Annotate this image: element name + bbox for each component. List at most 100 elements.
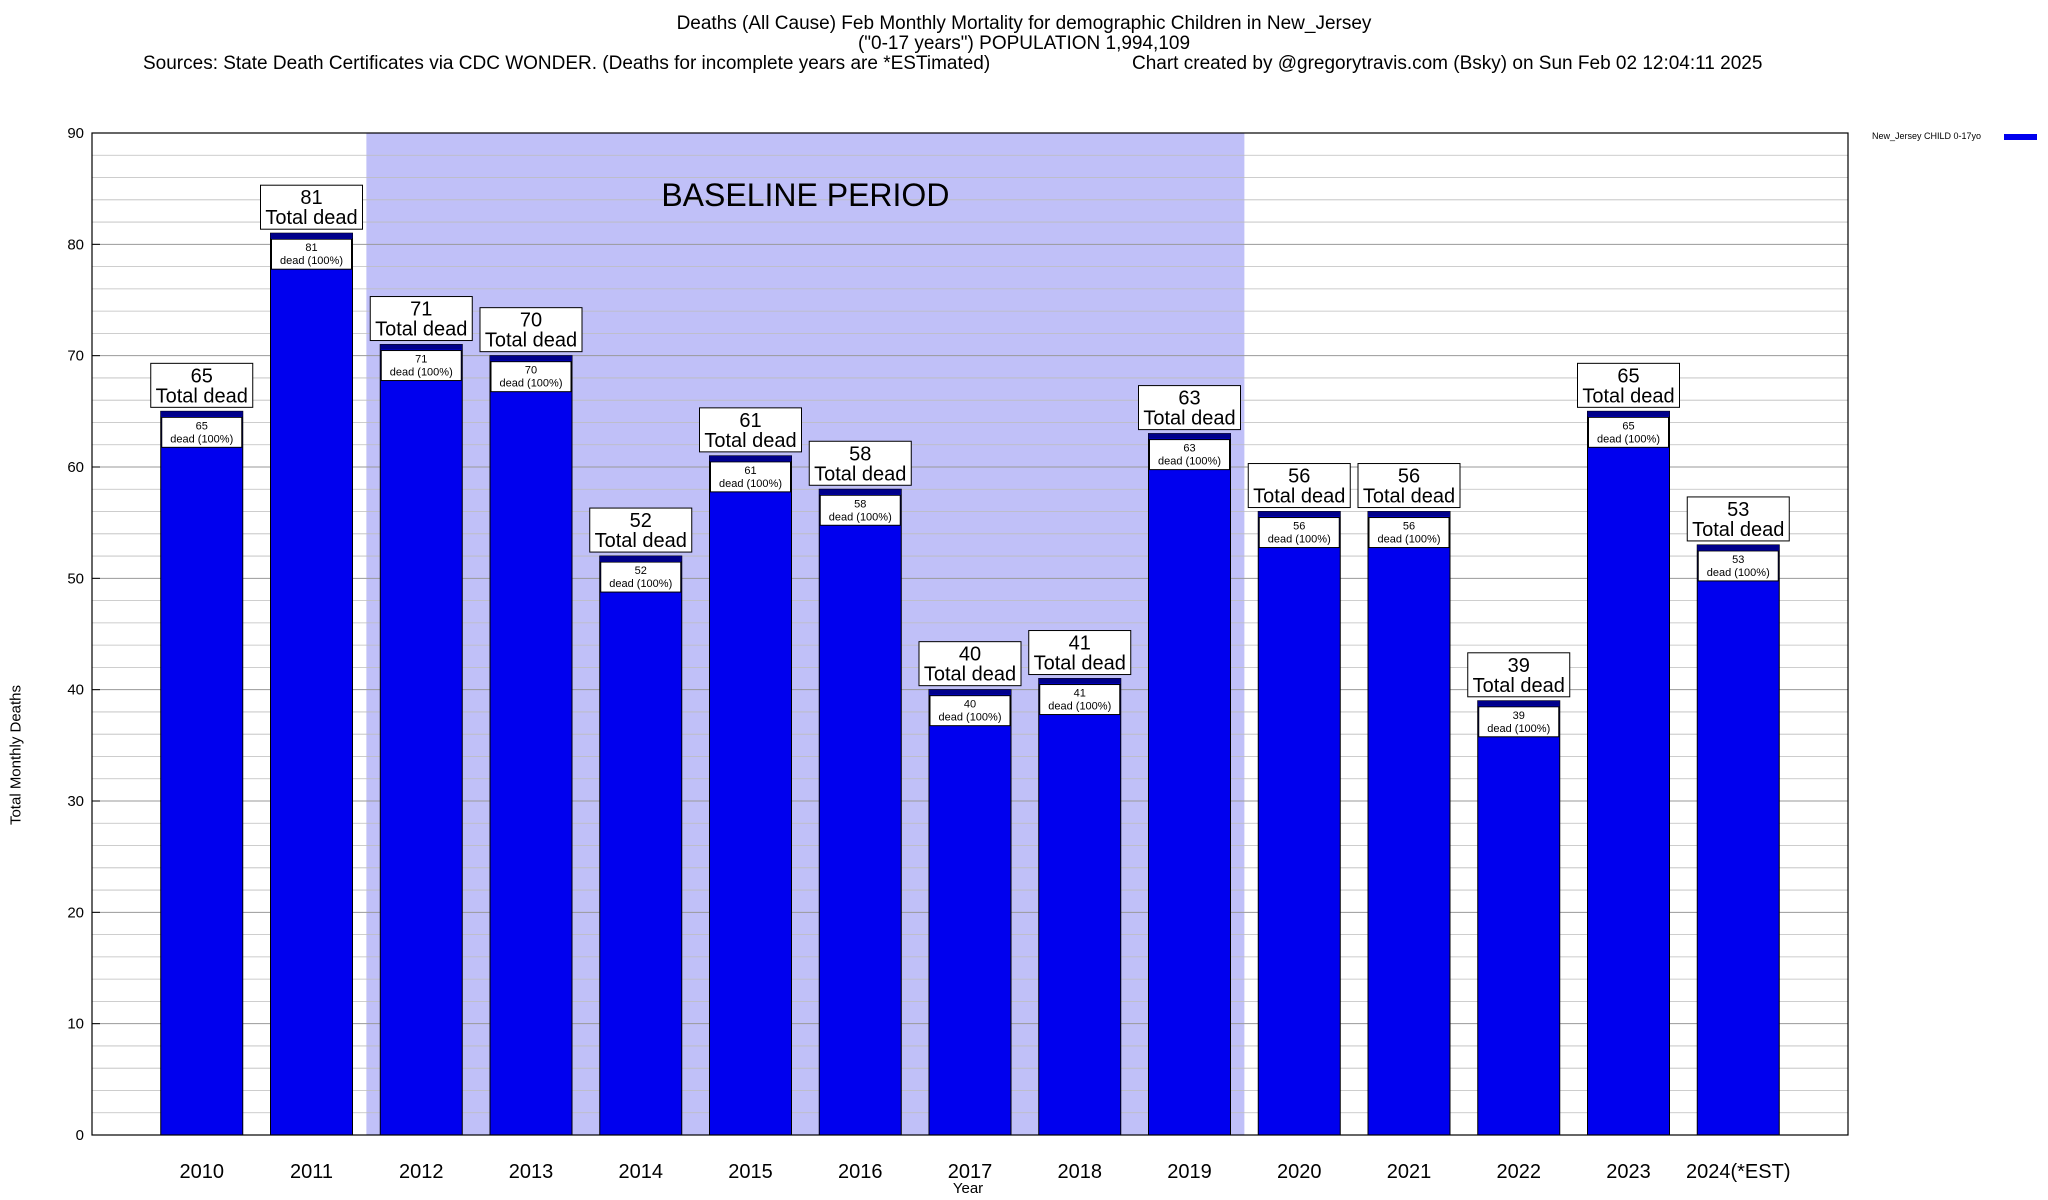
bar-inner-label-box [161, 416, 243, 448]
bar-total-label-box [479, 307, 583, 353]
bar-inner-label-box [1478, 706, 1560, 738]
bar-inner-label-box [710, 461, 791, 493]
plot-border [91, 132, 1849, 1136]
x-tick-label: 2022 [1497, 1161, 1542, 1183]
bar-total-value: 65 [1617, 365, 1639, 387]
bar-inner-label-box [1588, 416, 1669, 448]
bar-inner-value: 40 [964, 699, 976, 711]
bar-inner-value: 56 [1293, 521, 1305, 533]
bar-inner-label: dead (100%) [1597, 433, 1660, 445]
x-tick-label: 2023 [1606, 1161, 1651, 1183]
bar-total-value: 61 [739, 410, 761, 432]
bar-total-value: 63 [1178, 388, 1200, 410]
x-tick-label: 2017 [948, 1161, 993, 1183]
chart-title: Deaths (All Cause) Feb Monthly Mortality… [676, 13, 1372, 34]
bar-total-label: Total dead [1363, 486, 1455, 508]
x-tick-label: 2024(*EST) [1686, 1161, 1791, 1183]
bar-total-label-box [1138, 385, 1241, 431]
bar-inner-value: 63 [1183, 443, 1195, 455]
bar-inner-label-box [600, 561, 682, 593]
bar-inner-label: dead (100%) [280, 255, 343, 267]
bar-inner-value: 65 [196, 420, 208, 432]
bar-inner-label-box [380, 350, 462, 382]
bar-total-label-box [1357, 463, 1461, 509]
bar-total-label: Total dead [1473, 675, 1565, 697]
bar-total-value: 41 [1069, 633, 1091, 655]
bar-total-value: 52 [630, 510, 652, 532]
bar-inner-value: 53 [1732, 554, 1744, 566]
bar-total-label-box [1467, 652, 1571, 698]
bar [928, 689, 1012, 1136]
bar-total-label: Total dead [704, 430, 796, 452]
y-tick-label: 0 [76, 1127, 84, 1144]
bar-inner-value: 58 [854, 498, 866, 510]
x-tick-label: 2020 [1277, 1161, 1322, 1183]
bar-cap [599, 556, 682, 562]
y-tick-label: 10 [67, 1016, 84, 1033]
x-tick-label: 2014 [619, 1161, 664, 1183]
bar-inner-label-box [1368, 517, 1450, 549]
bar [160, 410, 244, 1136]
bar [709, 455, 792, 1136]
bar-total-label-box [369, 296, 473, 342]
bar-inner-label: dead (100%) [1268, 534, 1331, 546]
bar-cap [490, 355, 572, 361]
y-tick-label: 30 [67, 793, 84, 810]
chart-subtitle: ("0-17 years") POPULATION 1,994,109 [857, 33, 1191, 54]
y-tick-label: 60 [67, 459, 84, 476]
bar-cap [1148, 433, 1231, 439]
bar-total-label-box [1028, 630, 1132, 676]
bar [1477, 700, 1561, 1136]
bar-inner-label: dead (100%) [170, 433, 233, 445]
bar [379, 344, 463, 1136]
bar-cap [929, 689, 1011, 695]
bar [489, 355, 573, 1136]
bar-inner-value: 81 [305, 242, 317, 254]
x-tick-label: 2019 [1167, 1161, 1212, 1183]
bar-cap [1697, 544, 1780, 550]
bar-total-label: Total dead [924, 664, 1016, 686]
baseline-period-label: BASELINE PERIOD [661, 177, 949, 213]
bar [599, 555, 683, 1136]
legend-swatch [2004, 134, 2037, 140]
bar [1367, 511, 1451, 1136]
bar-total-value: 40 [959, 644, 981, 666]
bar-inner-label: dead (100%) [829, 511, 892, 523]
bar-inner-value: 65 [1622, 420, 1634, 432]
y-tick-label: 70 [67, 348, 84, 365]
bar [1257, 511, 1341, 1136]
bar-total-label-box [918, 641, 1022, 687]
bar-total-value: 81 [300, 187, 322, 209]
bar-cap [1477, 700, 1560, 706]
y-tick-label: 50 [67, 570, 84, 587]
bar-total-label: Total dead [814, 463, 906, 485]
bar-inner-value: 41 [1074, 688, 1086, 700]
bar-inner-label-box [1697, 550, 1779, 582]
bar-total-label-box [150, 362, 254, 408]
bar-inner-label-box [929, 695, 1011, 727]
bar [270, 232, 353, 1136]
bar-cap [1038, 678, 1121, 684]
bar-inner-label: dead (100%) [939, 712, 1002, 724]
bar-inner-label: dead (100%) [500, 378, 563, 390]
bar-cap [380, 344, 463, 350]
bar-total-value: 39 [1508, 655, 1530, 677]
bar-inner-label: dead (100%) [609, 578, 672, 590]
bar-inner-label-box [1149, 439, 1230, 471]
y-tick-label: 90 [67, 125, 84, 142]
bar [818, 488, 902, 1136]
bar-cap [1368, 511, 1450, 517]
bar-total-label-box [808, 440, 912, 486]
bar-total-label: Total dead [485, 330, 577, 352]
bar [1696, 544, 1780, 1136]
bar-inner-label-box [271, 238, 352, 270]
bar-cap [819, 489, 902, 495]
bar-total-label: Total dead [595, 530, 687, 552]
bar [1148, 433, 1231, 1136]
bar-total-label-box [1577, 362, 1680, 408]
bar-total-label: Total dead [1143, 408, 1235, 430]
x-axis-label: Year [952, 1180, 984, 1197]
bar-total-label: Total dead [375, 319, 467, 341]
bar-inner-value: 70 [525, 365, 537, 377]
